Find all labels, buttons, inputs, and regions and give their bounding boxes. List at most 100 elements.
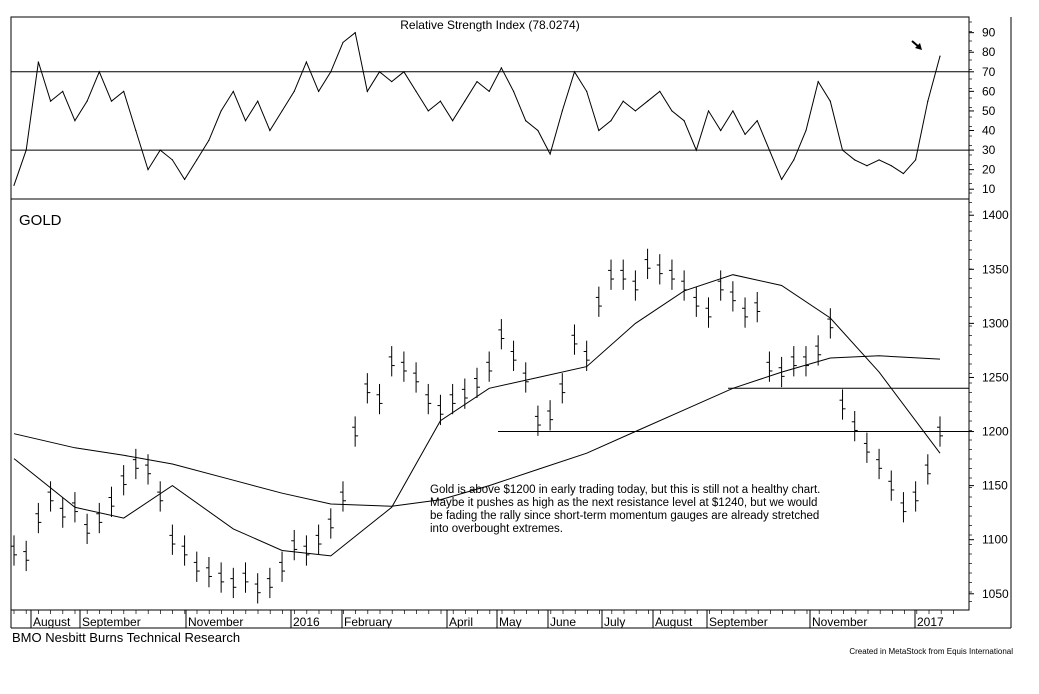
rsi-point xyxy=(159,149,161,151)
rsi-point xyxy=(25,149,27,151)
price-y-tick-label: 1050 xyxy=(982,587,1009,601)
rsi-point xyxy=(829,100,831,102)
arrow-down-right-icon xyxy=(911,40,922,50)
rsi-point xyxy=(878,159,880,161)
rsi-point xyxy=(98,71,100,73)
rsi-point xyxy=(244,120,247,122)
price-y-tick-label: 1350 xyxy=(982,262,1009,276)
moving-average-short xyxy=(13,274,941,557)
rsi-point xyxy=(744,133,746,136)
rsi-point xyxy=(391,80,393,83)
rsi-point xyxy=(86,100,88,102)
price-title: GOLD xyxy=(19,212,62,229)
credit-label: Created in MetaStock from Equis Internat… xyxy=(849,647,1013,656)
rsi-point xyxy=(49,100,52,102)
rsi-point xyxy=(500,67,502,69)
rsi-point xyxy=(610,120,612,122)
x-tick-label: February xyxy=(344,615,392,629)
x-tick-label: June xyxy=(550,615,576,629)
rsi-y-tick-label: 20 xyxy=(982,163,996,177)
rsi-point xyxy=(768,149,771,151)
x-tick-label: July xyxy=(604,615,625,629)
rsi-point xyxy=(378,71,381,73)
price-y-tick-label: 1200 xyxy=(982,425,1009,439)
rsi-point xyxy=(281,110,283,112)
annotation-line: Maybe it pushes as high as the next resi… xyxy=(430,497,818,509)
rsi-point xyxy=(793,159,795,161)
rsi-point xyxy=(232,90,234,92)
rsi-point xyxy=(74,120,76,122)
price-layer xyxy=(11,248,969,604)
rsi-point xyxy=(561,110,563,112)
rsi-layer xyxy=(11,31,969,186)
rsi-y-tick-label: 30 xyxy=(982,143,996,157)
rsi-point xyxy=(683,120,685,122)
rsi-y-tick-label: 90 xyxy=(982,26,996,40)
rsi-point xyxy=(549,153,551,155)
rsi-point xyxy=(220,110,222,112)
rsi-point xyxy=(634,110,636,112)
rsi-point xyxy=(366,90,368,92)
rsi-point xyxy=(854,159,856,161)
rsi-point xyxy=(135,129,137,132)
rsi-point xyxy=(257,100,259,102)
price-y-tick-label: 1400 xyxy=(982,208,1009,222)
rsi-point xyxy=(939,55,941,57)
rsi-point xyxy=(464,100,466,102)
rsi-y-tick-label: 50 xyxy=(982,104,996,118)
rsi-point xyxy=(183,178,186,181)
price-y-tick-label: 1250 xyxy=(982,370,1009,384)
rsi-point xyxy=(720,129,722,132)
rsi-point xyxy=(171,159,173,161)
rsi-point xyxy=(403,71,405,73)
rsi-point xyxy=(439,100,442,102)
price-y-tick-label: 1150 xyxy=(982,479,1008,493)
rsi-point xyxy=(512,90,515,92)
rsi-point xyxy=(269,129,271,132)
x-tick-label: November xyxy=(812,615,867,629)
rsi-y-tick-label: 10 xyxy=(982,182,996,196)
rsi-point xyxy=(37,61,39,63)
x-tick-label: April xyxy=(449,615,473,629)
rsi-point xyxy=(805,129,807,132)
x-tick-label: 2016 xyxy=(293,615,320,629)
rsi-y-tick-label: 70 xyxy=(982,65,996,79)
rsi-point xyxy=(305,61,308,63)
moving-average-long xyxy=(13,355,941,507)
rsi-panel-frame xyxy=(10,16,970,200)
rsi-point xyxy=(488,90,490,92)
rsi-point xyxy=(756,120,758,122)
rsi-point xyxy=(525,120,527,122)
rsi-point xyxy=(13,184,15,186)
rsi-point xyxy=(342,41,344,44)
rsi-point xyxy=(622,100,624,102)
rsi-point xyxy=(476,80,478,83)
rsi-point xyxy=(62,90,64,92)
rsi-point xyxy=(147,169,149,171)
rsi-point xyxy=(781,178,783,181)
rsi-y-tick-label: 60 xyxy=(982,84,996,98)
x-tick-label: August xyxy=(33,615,71,629)
rsi-point xyxy=(330,71,332,73)
rsi-point xyxy=(196,159,198,161)
rsi-point xyxy=(208,139,210,141)
annotation-line: Gold is above $1200 in early trading tod… xyxy=(430,484,821,496)
rsi-point xyxy=(586,90,588,92)
rsi-point xyxy=(732,110,734,112)
source-label: BMO Nesbitt Burns Technical Research xyxy=(12,630,241,645)
rsi-point xyxy=(427,110,429,112)
rsi-point xyxy=(841,149,844,151)
x-tick-label: November xyxy=(188,615,243,629)
x-tick-label: 2017 xyxy=(917,615,944,629)
rsi-point xyxy=(123,90,125,92)
rsi-point xyxy=(354,32,356,34)
rsi-y-tick-label: 80 xyxy=(982,45,996,59)
annotation-line: be fading the rally since short-term mom… xyxy=(430,510,820,522)
x-tick-label: May xyxy=(499,615,522,629)
rsi-point xyxy=(927,100,929,102)
price-y-tick-label: 1100 xyxy=(982,533,1008,547)
x-tick-label: September xyxy=(709,615,768,629)
rsi-point xyxy=(695,149,697,151)
rsi-point xyxy=(573,71,576,73)
